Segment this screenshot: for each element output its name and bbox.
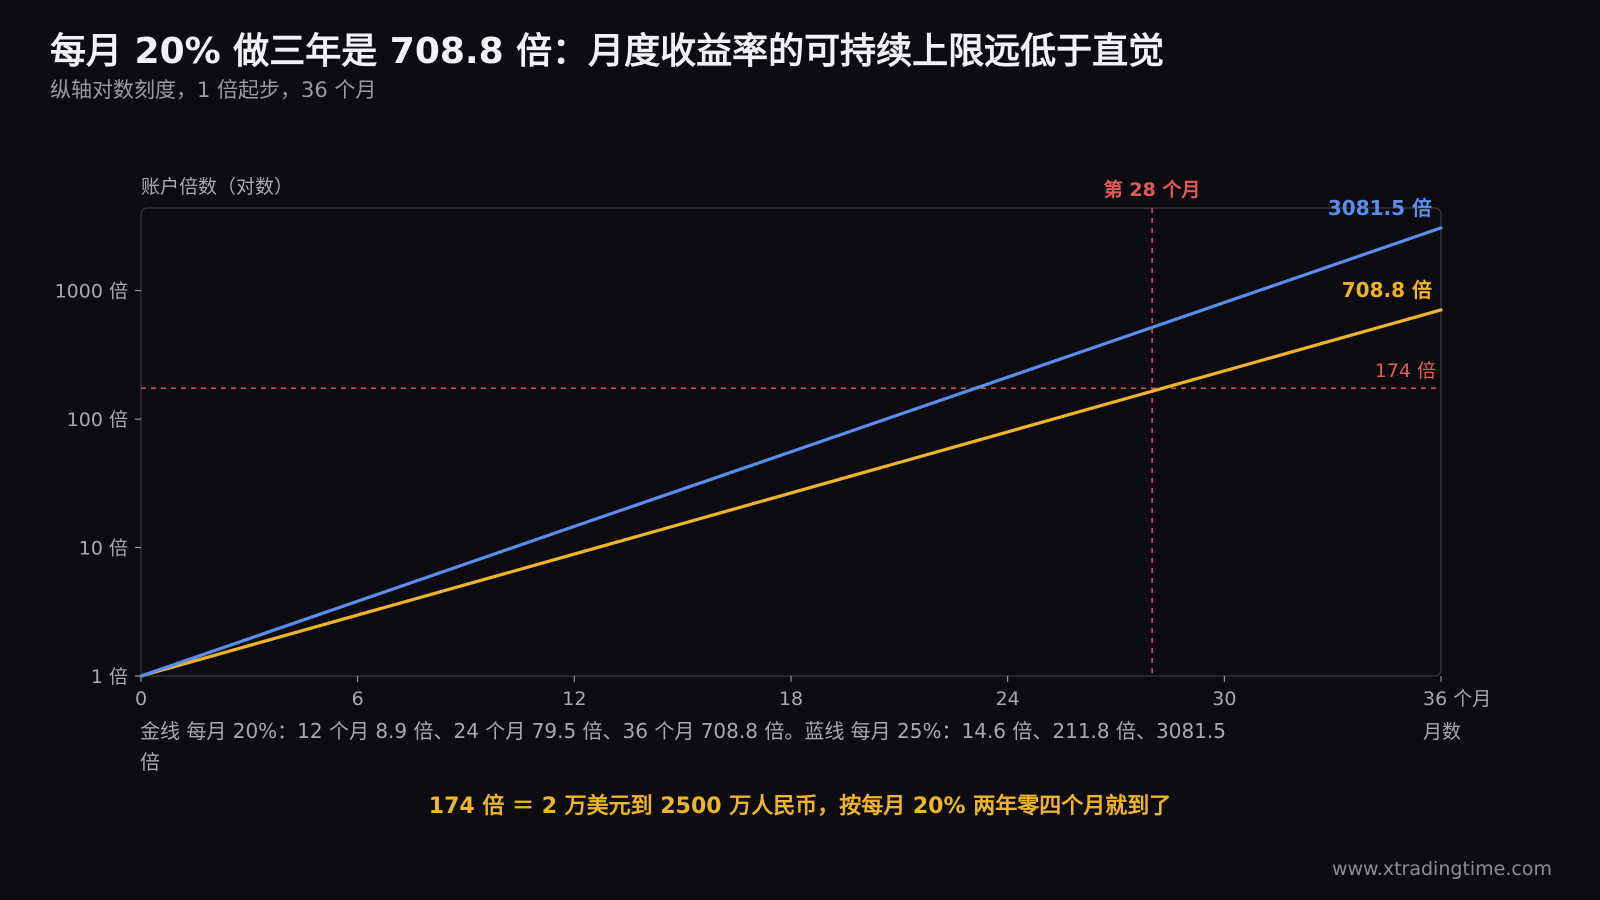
- x-tick-label: 0: [135, 688, 147, 710]
- series-line-gold: [139, 308, 1443, 678]
- plot-frame: [140, 207, 1442, 677]
- chart-caption: 金线 每月 20%：12 个月 8.9 倍、24 个月 79.5 倍、36 个月…: [140, 719, 1226, 774]
- y-tick-label: 10 倍: [79, 538, 128, 560]
- y-tick-label: 1000 倍: [55, 281, 128, 303]
- y-axis-label: 账户倍数（对数）: [141, 176, 293, 198]
- page-subtitle: 纵轴对数刻度，1 倍起步，36 个月: [50, 78, 377, 102]
- page-title: 每月 20% 做三年是 708.8 倍：月度收益率的可持续上限远低于直觉: [50, 31, 1165, 72]
- x-tick-label: 36 个月: [1423, 688, 1491, 710]
- reference-label-174: 174 倍: [1375, 360, 1436, 382]
- x-tick-label: 6: [352, 688, 364, 710]
- series-end-label-blue: 3081.5 倍: [1328, 196, 1432, 220]
- x-tick-label: 24: [996, 688, 1020, 710]
- watermark: www.xtradingtime.com: [1331, 858, 1552, 880]
- y-tick-label: 1 倍: [91, 666, 128, 688]
- x-tick-label: 12: [562, 688, 586, 710]
- x-tick-label: 18: [779, 688, 803, 710]
- series-line-blue: [139, 226, 1443, 678]
- x-axis-label: 月数: [1423, 721, 1461, 743]
- reference-label-month-28: 第 28 个月: [1104, 178, 1201, 201]
- series-end-label-gold: 708.8 倍: [1342, 278, 1432, 302]
- highlight-note: 174 倍 ＝ 2 万美元到 2500 万人民币，按每月 20% 两年零四个月就…: [428, 794, 1172, 819]
- y-tick-label: 100 倍: [67, 409, 128, 431]
- x-tick-label: 30: [1212, 688, 1236, 710]
